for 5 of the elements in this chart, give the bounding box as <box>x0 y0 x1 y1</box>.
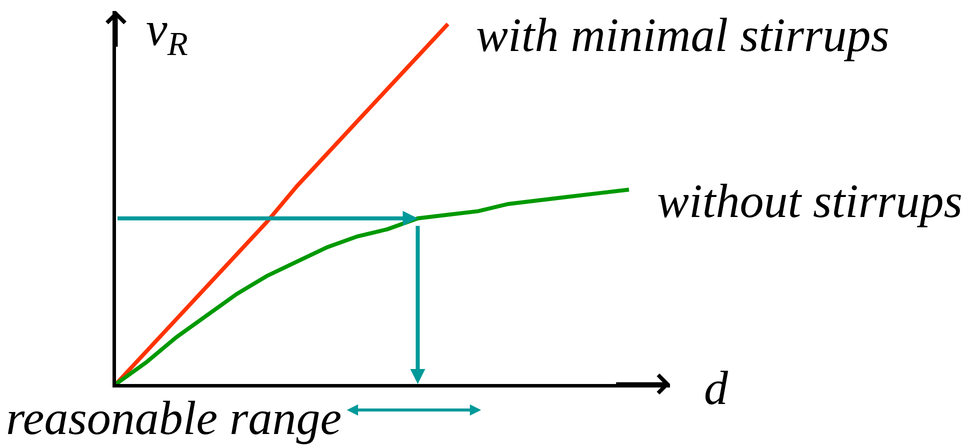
series-label: without stirrups <box>657 175 962 228</box>
text: reasonable range <box>6 392 342 445</box>
series-label: with minimal stirrups <box>476 9 890 62</box>
y-axis-title: v$_{R}$ <box>146 3 188 64</box>
x-axis-title: d <box>704 362 729 415</box>
